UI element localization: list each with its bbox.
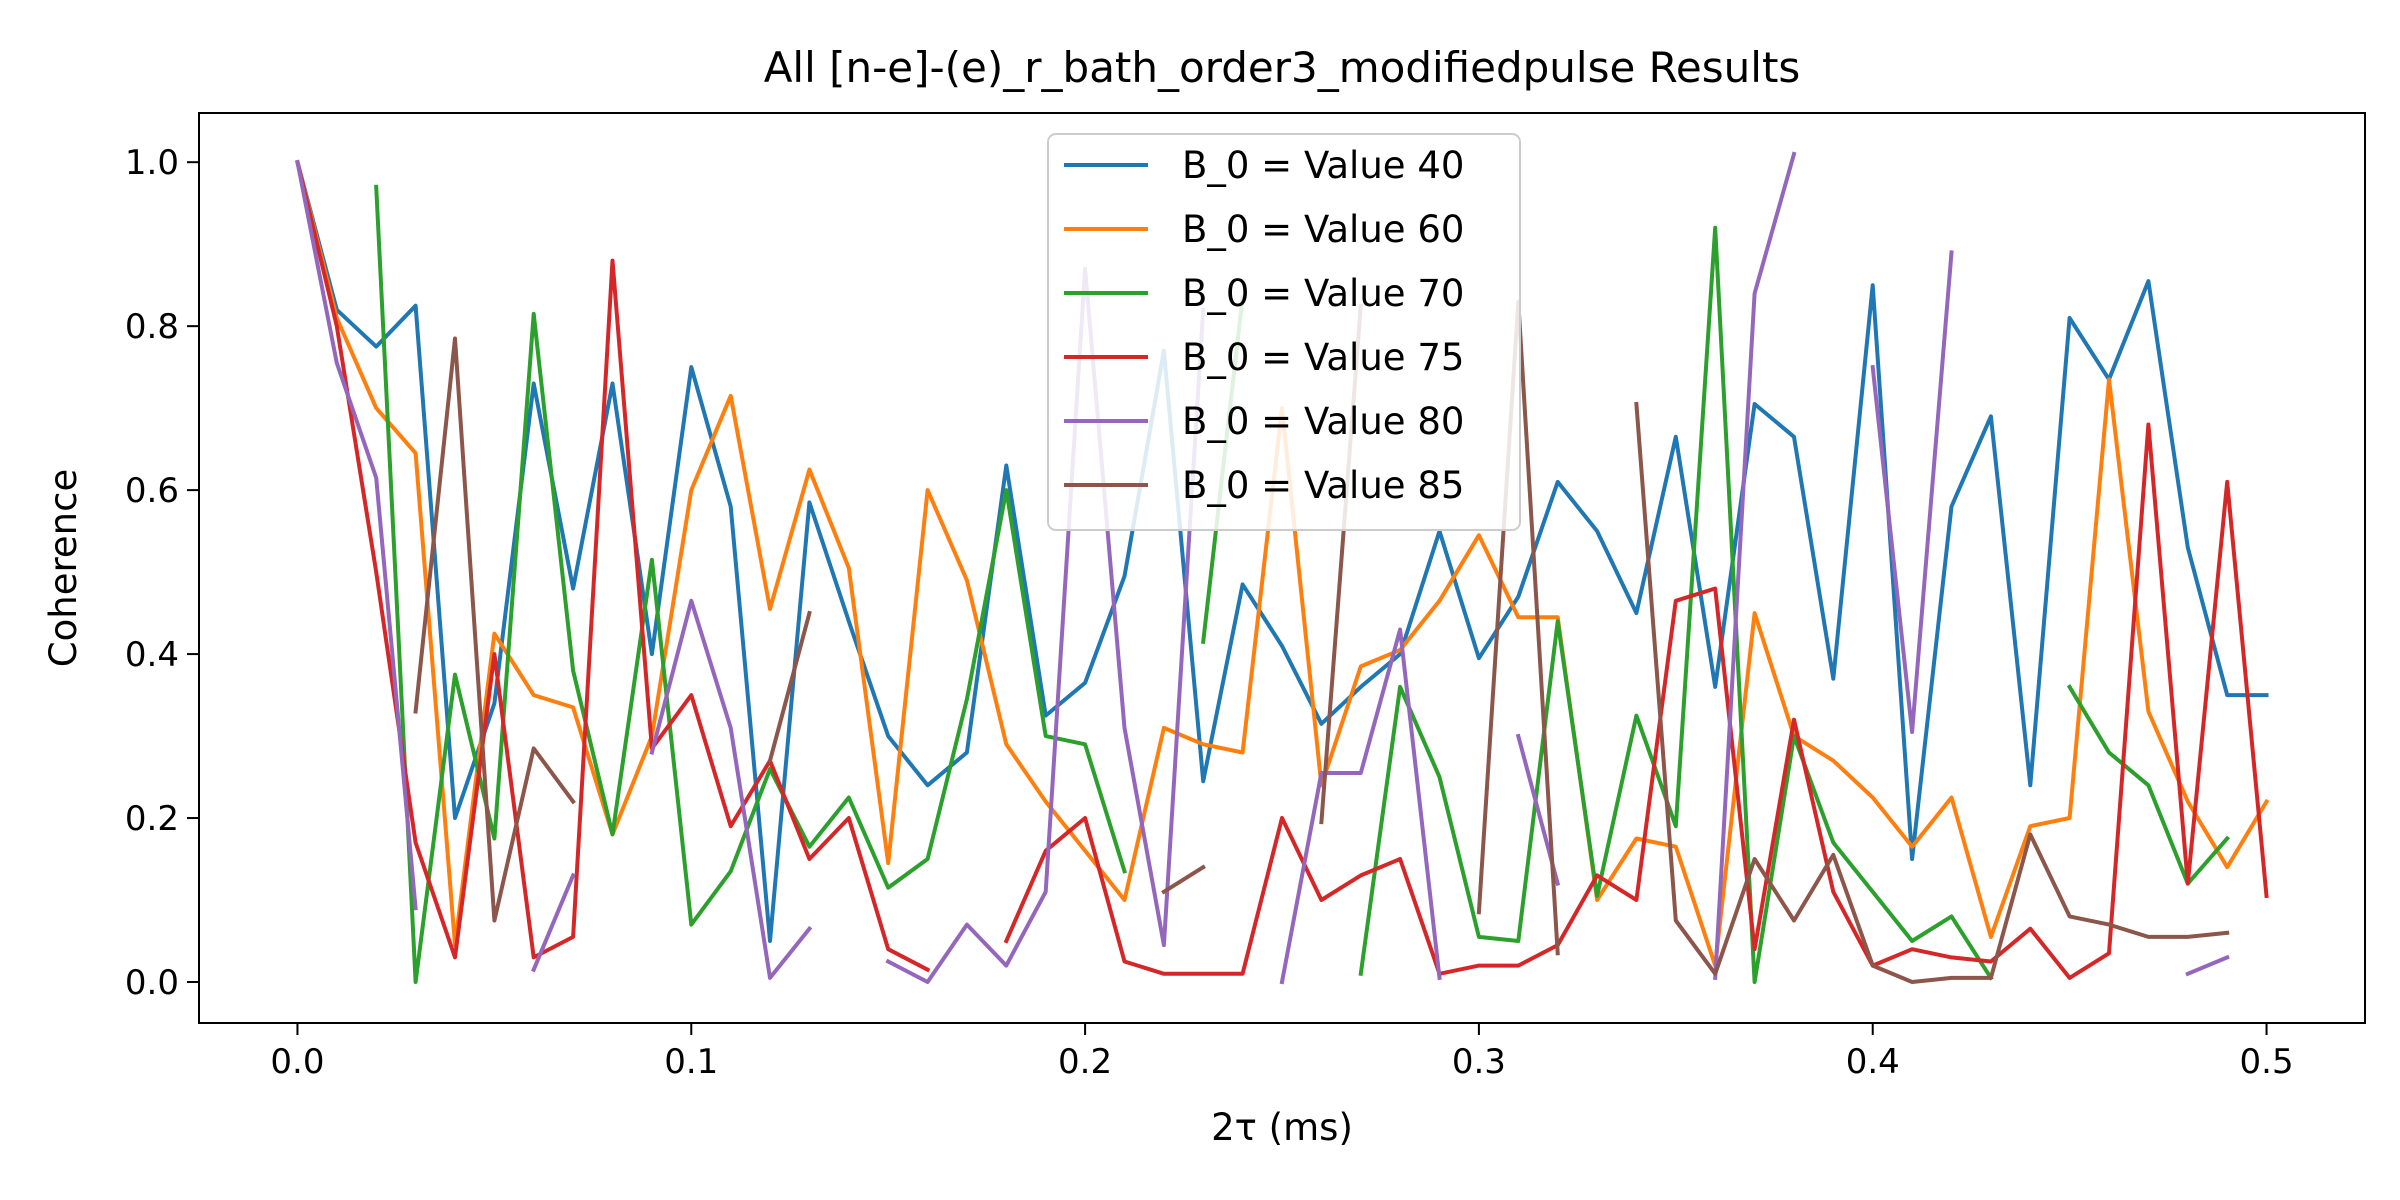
x-axis: 0.0 0.1 0.2 0.3 0.4 0.5 bbox=[270, 1023, 2294, 1082]
series-line-1 bbox=[295, 159, 2269, 943]
y-tick-label: 0.6 bbox=[125, 471, 179, 511]
legend-label: B_0 = Value 85 bbox=[1182, 464, 1464, 507]
legend-label: B_0 = Value 60 bbox=[1182, 208, 1464, 251]
chart-title: All [n-e]-(e)_r_bath_order3_modifiedpuls… bbox=[764, 43, 1801, 92]
x-tick-label: 0.1 bbox=[664, 1042, 718, 1082]
legend-label: B_0 = Value 75 bbox=[1182, 336, 1464, 379]
y-tick-label: 0.2 bbox=[125, 799, 179, 839]
legend: B_0 = Value 40 B_0 = Value 60 B_0 = Value … bbox=[1047, 133, 1521, 531]
x-tick-label: 0.5 bbox=[2240, 1042, 2294, 1082]
series-line-5 bbox=[295, 151, 2230, 985]
y-tick-label: 1.0 bbox=[125, 143, 179, 183]
y-tick-label: 0.4 bbox=[125, 635, 179, 675]
y-tick-label: 0.0 bbox=[125, 963, 179, 1003]
legend-label: B_0 = Value 70 bbox=[1182, 272, 1464, 315]
x-axis-label: 2τ (ms) bbox=[1211, 1106, 1353, 1149]
x-tick-label: 0.3 bbox=[1452, 1042, 1506, 1082]
legend-label: B_0 = Value 80 bbox=[1182, 400, 1464, 443]
y-tick-label: 0.8 bbox=[125, 307, 179, 347]
legend-label: B_0 = Value 40 bbox=[1182, 144, 1464, 187]
x-tick-label: 0.4 bbox=[1846, 1042, 1900, 1082]
y-axis: 0.0 0.2 0.4 0.6 0.8 1.0 bbox=[125, 143, 199, 1003]
series-line-6 bbox=[413, 299, 2230, 984]
legend-box bbox=[1047, 133, 1521, 531]
y-axis-label: Coherence bbox=[42, 469, 85, 667]
x-tick-label: 0.0 bbox=[270, 1042, 324, 1082]
plot-area-frame bbox=[198, 112, 2366, 1024]
x-tick-label: 0.2 bbox=[1058, 1042, 1112, 1082]
